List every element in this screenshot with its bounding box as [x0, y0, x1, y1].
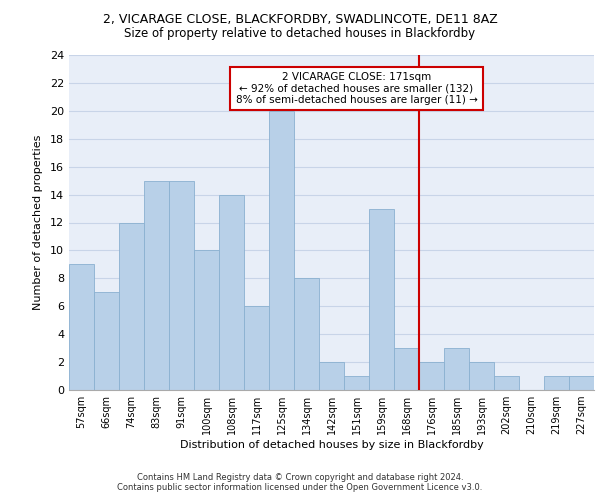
Bar	[144, 180, 169, 390]
Text: Size of property relative to detached houses in Blackfordby: Size of property relative to detached ho…	[124, 28, 476, 40]
Bar	[369, 208, 394, 390]
Bar	[319, 362, 344, 390]
Bar	[69, 264, 94, 390]
Bar	[194, 250, 219, 390]
Bar	[419, 362, 444, 390]
Bar	[569, 376, 594, 390]
Bar	[119, 222, 144, 390]
X-axis label: Distribution of detached houses by size in Blackfordby: Distribution of detached houses by size …	[179, 440, 484, 450]
Bar	[494, 376, 519, 390]
Bar	[169, 180, 194, 390]
Bar	[544, 376, 569, 390]
Text: Contains HM Land Registry data © Crown copyright and database right 2024.: Contains HM Land Registry data © Crown c…	[137, 474, 463, 482]
Text: Contains public sector information licensed under the Open Government Licence v3: Contains public sector information licen…	[118, 484, 482, 492]
Text: 2 VICARAGE CLOSE: 171sqm
← 92% of detached houses are smaller (132)
8% of semi-d: 2 VICARAGE CLOSE: 171sqm ← 92% of detach…	[236, 72, 478, 105]
Text: 2, VICARAGE CLOSE, BLACKFORDBY, SWADLINCOTE, DE11 8AZ: 2, VICARAGE CLOSE, BLACKFORDBY, SWADLINC…	[103, 12, 497, 26]
Bar	[394, 348, 419, 390]
Bar	[94, 292, 119, 390]
Bar	[294, 278, 319, 390]
Bar	[444, 348, 469, 390]
Bar	[469, 362, 494, 390]
Y-axis label: Number of detached properties: Number of detached properties	[33, 135, 43, 310]
Bar	[344, 376, 369, 390]
Bar	[244, 306, 269, 390]
Bar	[219, 194, 244, 390]
Bar	[269, 111, 294, 390]
